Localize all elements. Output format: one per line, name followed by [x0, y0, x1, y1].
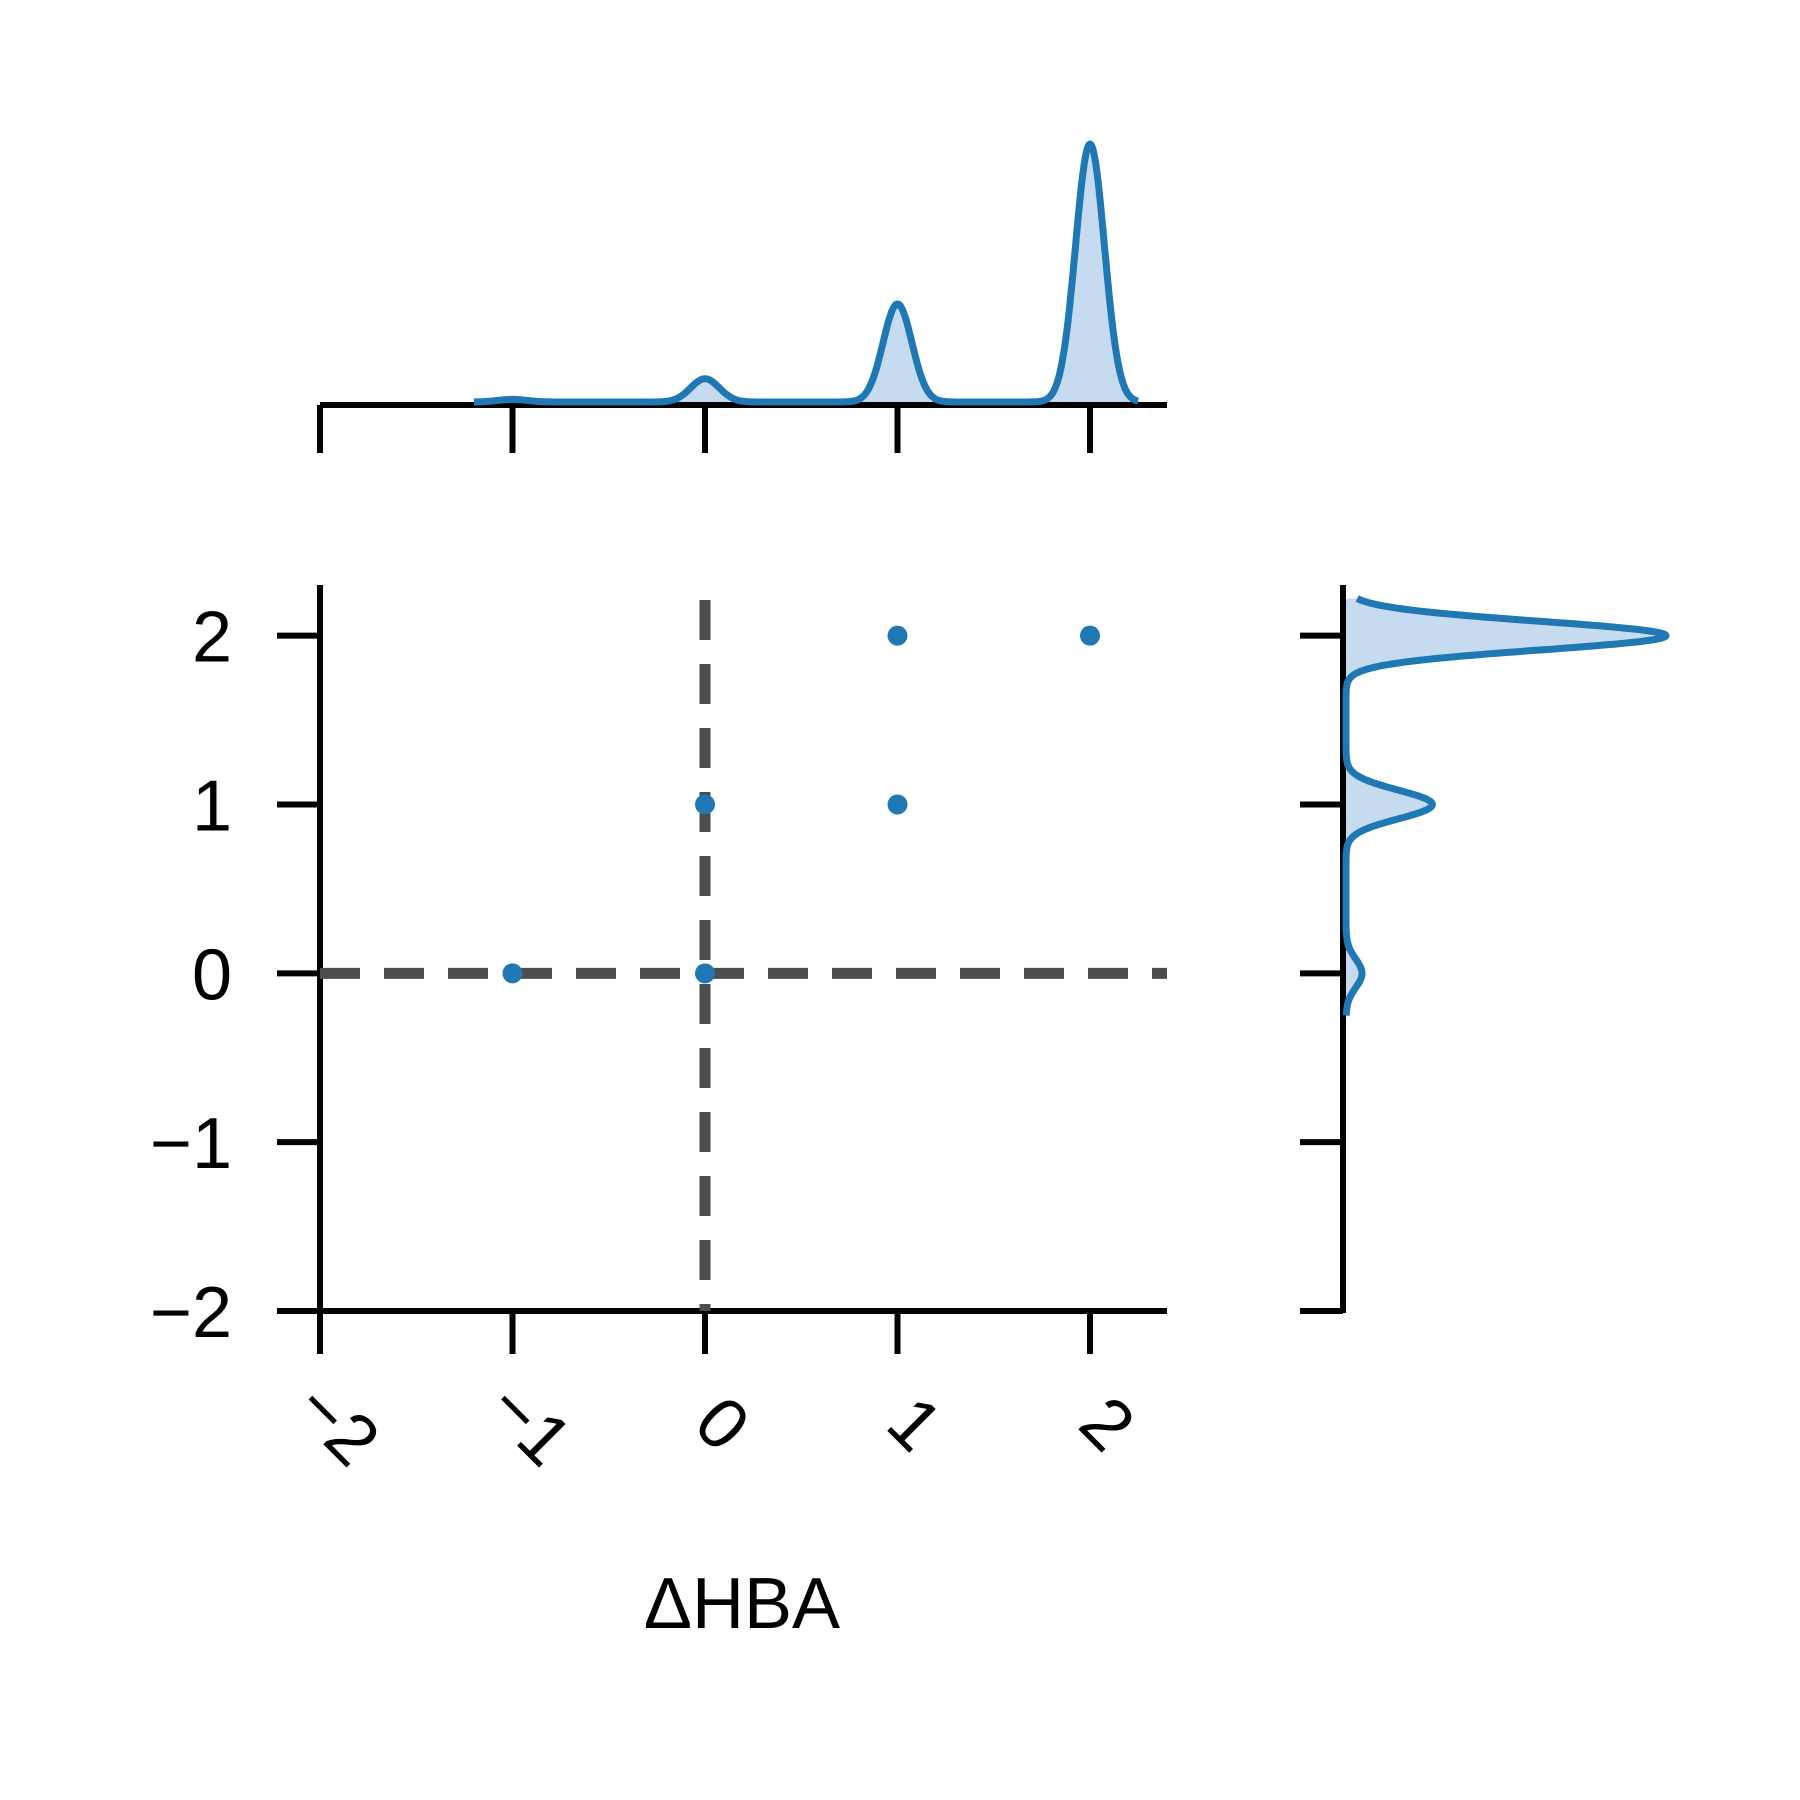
x-tick-label: −1 [472, 1367, 587, 1482]
scatter-point [887, 625, 908, 646]
scatter-point [695, 963, 715, 984]
top-density-line [471, 140, 1141, 406]
x-tick-label: 1 [872, 1382, 957, 1467]
top-marginal-density [317, 140, 1167, 453]
main-plot: −2 −1 0 1 2 −2 −1 0 1 2 [150, 585, 1167, 1481]
y-tick-label: −1 [150, 1104, 232, 1184]
x-tick-label: 0 [680, 1382, 765, 1467]
right-marginal-density [1300, 585, 1670, 1314]
scatter-point [887, 794, 908, 815]
y-tick-label: −2 [150, 1273, 232, 1353]
y-tick-label: 0 [192, 935, 232, 1015]
scatter-point [695, 794, 715, 815]
scatter-point [1080, 625, 1100, 646]
right-density-line [1342, 595, 1670, 1019]
y-tick-label: 1 [192, 766, 232, 846]
x-tick-label: −2 [280, 1367, 395, 1482]
scatter-point [502, 963, 523, 984]
x-axis-title: ΔHBA [644, 1564, 840, 1644]
top-density-fill [474, 144, 1139, 402]
x-tick-label: 2 [1065, 1382, 1150, 1467]
y-tick-label: 2 [192, 598, 232, 678]
